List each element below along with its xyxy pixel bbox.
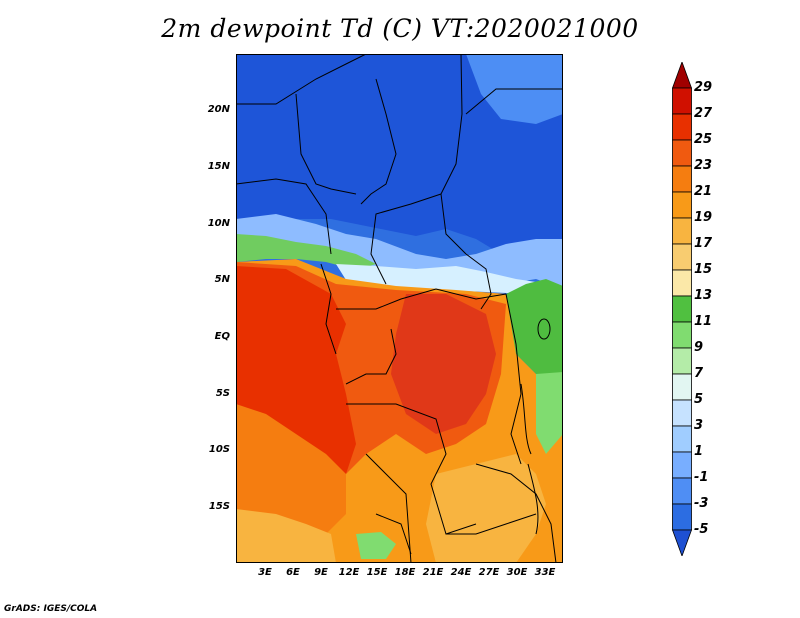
colorbar-label: 19 <box>694 210 713 225</box>
colorbar-label: 7 <box>694 366 704 381</box>
colorbar-swatch <box>672 399 692 427</box>
colorbar-swatch <box>672 243 692 271</box>
sahel-green-band <box>236 234 376 270</box>
colorbar-swatch <box>672 347 692 375</box>
colorbar-swatch <box>672 451 692 479</box>
x-tick-label: 21E <box>422 567 444 578</box>
colorbar-label: -3 <box>694 496 709 511</box>
south-atlantic-orange <box>236 404 346 534</box>
colorbar-label: 5 <box>694 392 704 407</box>
dry-region-fill <box>236 54 563 254</box>
colorbar-swatch <box>672 425 692 453</box>
colorbar-label: 23 <box>694 158 713 173</box>
credit-text: GrADS: IGES/COLA <box>4 604 98 614</box>
x-tick-label: 12E <box>338 567 360 578</box>
colorbar-label: 13 <box>694 288 713 303</box>
x-tick-label: 27E <box>478 567 500 578</box>
colorbar-swatch <box>672 87 692 115</box>
southeast-light-orange <box>426 454 546 563</box>
colorbar-swatch <box>672 191 692 219</box>
colorbar-bottom-arrow <box>672 529 692 556</box>
map-frame <box>236 54 563 563</box>
colorbar-label: 1 <box>694 444 704 459</box>
colorbar-label: 25 <box>694 132 713 147</box>
x-tick-label: 9E <box>314 567 328 578</box>
y-tick-label: EQ <box>214 331 230 342</box>
colorbar-label: 21 <box>694 184 713 199</box>
colorbar-swatch <box>672 269 692 297</box>
southern-green-patch <box>356 532 396 559</box>
y-tick-label: 15N <box>207 161 230 172</box>
lake-outlines <box>520 318 551 535</box>
colorbar-swatch <box>672 373 692 401</box>
south-atlantic-light-orange <box>236 509 336 563</box>
x-tick-label: 6E <box>286 567 300 578</box>
country-borders <box>236 54 563 563</box>
east-green-patch <box>506 279 563 374</box>
colorbar-swatch <box>672 295 692 323</box>
colorbar <box>672 62 692 556</box>
colorbar-label: 29 <box>694 80 713 95</box>
y-tick-label: 20N <box>207 104 230 115</box>
x-tick-label: 24E <box>450 567 472 578</box>
colorbar-swatch <box>672 503 692 531</box>
colorbar-top-arrow <box>672 62 692 89</box>
colorbar-label: 3 <box>694 418 704 433</box>
dewpoint-map <box>236 54 563 563</box>
y-tick-label: 5N <box>214 274 230 285</box>
east-africa-green <box>536 372 563 454</box>
colorbar-label: 17 <box>694 236 713 251</box>
colorbar-swatch <box>672 477 692 505</box>
y-tick-label: 10S <box>208 444 230 455</box>
colorbar-label: -5 <box>694 522 709 537</box>
colorbar-label: 9 <box>694 340 704 355</box>
colorbar-swatch <box>672 321 692 349</box>
x-tick-label: 18E <box>394 567 416 578</box>
colorbar-label: -1 <box>694 470 709 485</box>
colorbar-label: 15 <box>694 262 713 277</box>
y-tick-label: 5S <box>215 388 230 399</box>
congo-core-red <box>391 294 496 434</box>
x-tick-label: 30E <box>506 567 528 578</box>
colorbar-swatch <box>672 217 692 245</box>
y-tick-label: 10N <box>207 218 230 229</box>
y-tick-label: 15S <box>208 501 230 512</box>
colorbar-swatch <box>672 139 692 167</box>
sahel-pale-band <box>336 264 536 294</box>
chart-title: 2m dewpoint Td (C) VT:2020021000 <box>161 14 639 43</box>
colorbar-swatch <box>672 113 692 141</box>
colorbar-swatch <box>672 165 692 193</box>
x-tick-label: 3E <box>258 567 272 578</box>
x-tick-label: 15E <box>366 567 388 578</box>
x-tick-label: 33E <box>534 567 556 578</box>
sahel-light-blue-band <box>236 214 563 289</box>
colorbar-label: 11 <box>694 314 713 329</box>
colorbar-label: 27 <box>694 106 713 121</box>
